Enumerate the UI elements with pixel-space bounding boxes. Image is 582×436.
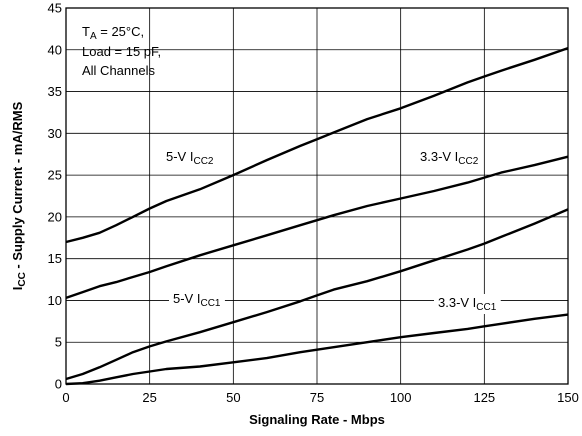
- y-tick-label: 40: [48, 42, 62, 57]
- x-tick-label: 150: [557, 390, 579, 405]
- series-label-3v3-icc1-main: 3.3-V I: [438, 295, 476, 310]
- y-tick-label: 30: [48, 126, 62, 141]
- x-axis-ticks: 0 25 50 75 100 125 150: [62, 390, 578, 405]
- series-label-5v-icc2-subscript: CC2: [193, 156, 213, 167]
- grid-lines: [66, 8, 568, 384]
- condition-temperature-subscript: A: [90, 31, 97, 42]
- series-3v3-icc2-line: [65, 155, 569, 300]
- y-tick-label: 45: [48, 1, 62, 16]
- series-3v3-icc1-line: [65, 313, 569, 386]
- y-axis-title-subscript: CC: [17, 272, 28, 286]
- series-5v-icc1-line: [65, 208, 569, 381]
- series-label-3v3-icc2-main: 3.3-V I: [420, 149, 458, 164]
- y-tick-label: 15: [48, 251, 62, 266]
- x-tick-label: 50: [226, 390, 240, 405]
- y-tick-label: 25: [48, 168, 62, 183]
- y-axis-title-rest: - Supply Current - mA/RMS: [10, 101, 25, 272]
- x-tick-label: 25: [142, 390, 156, 405]
- x-tick-label: 100: [390, 390, 412, 405]
- x-axis-title: Signaling Rate - Mbps: [249, 412, 385, 427]
- series-label-5v-icc1-main: 5-V I: [173, 291, 200, 306]
- condition-channels: All Channels: [82, 63, 155, 78]
- condition-temperature: TA = 25°C,: [82, 24, 144, 42]
- plot-frame: [65, 7, 569, 385]
- y-tick-label: 0: [55, 377, 62, 392]
- series-3v3-icc2-label-bg: [416, 148, 483, 168]
- series-label-3v3-icc2: 3.3-V ICC2: [420, 149, 479, 167]
- series-label-5v-icc2: 5-V ICC2: [166, 149, 214, 167]
- series-3v3-icc1-label-bg: [434, 294, 501, 314]
- label-backgrounds: [162, 148, 501, 314]
- series-5v-icc2-line: [65, 46, 569, 244]
- y-axis-title-symbol: I: [10, 287, 25, 291]
- condition-load: Load = 15 pF,: [82, 44, 161, 59]
- series-label-5v-icc1-subscript: CC1: [200, 298, 220, 309]
- series-label-3v3-icc1: 3.3-V ICC1: [438, 295, 497, 313]
- series-5v-icc1-label-bg: [169, 290, 225, 310]
- y-axis-ticks: 0 5 10 15 20 25 30 35 40 45: [48, 1, 62, 392]
- y-tick-label: 10: [48, 293, 62, 308]
- series-label-3v3-icc1-subscript: CC1: [476, 302, 496, 313]
- series-label-3v3-icc2-subscript: CC2: [458, 156, 478, 167]
- data-series: [65, 46, 569, 386]
- series-5v-icc2-label-bg: [162, 148, 218, 168]
- series-label-5v-icc2-main: 5-V I: [166, 149, 193, 164]
- y-tick-label: 5: [55, 335, 62, 350]
- test-conditions: TA = 25°C, Load = 15 pF, All Channels: [82, 24, 161, 78]
- y-axis-title: ICC - Supply Current - mA/RMS: [10, 101, 28, 290]
- y-tick-label: 35: [48, 84, 62, 99]
- x-tick-label: 75: [310, 390, 324, 405]
- x-tick-label: 125: [473, 390, 495, 405]
- condition-temperature-value: = 25°C,: [97, 24, 144, 39]
- x-tick-label: 0: [62, 390, 69, 405]
- condition-temperature-symbol: T: [82, 24, 90, 39]
- series-labels: 5-V ICC2 3.3-V ICC2 5-V ICC1 3.3-V ICC1: [166, 149, 497, 313]
- series-label-5v-icc1: 5-V ICC1: [173, 291, 221, 309]
- y-tick-label: 20: [48, 209, 62, 224]
